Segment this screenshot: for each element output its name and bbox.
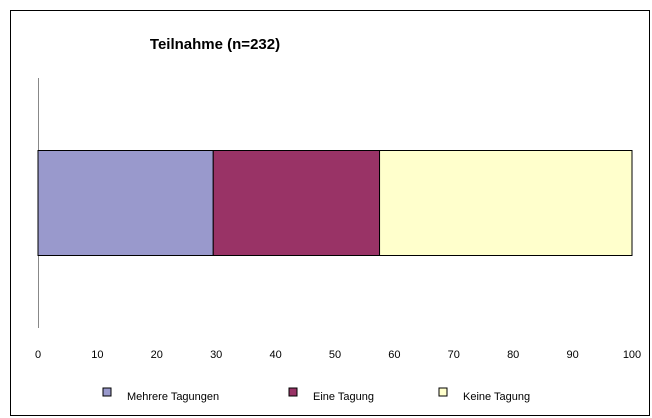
x-tick-label: 50 xyxy=(329,349,341,361)
x-tick-label: 90 xyxy=(566,349,578,361)
legend-label: Keine Tagung xyxy=(463,391,530,403)
x-tick-label: 60 xyxy=(388,349,400,361)
x-tick-label: 40 xyxy=(269,349,281,361)
bar-segment xyxy=(37,150,214,256)
legend-label: Mehrere Tagungen xyxy=(127,391,219,403)
legend-swatch xyxy=(288,387,298,397)
x-tick-label: 20 xyxy=(151,349,163,361)
x-tick-label: 10 xyxy=(91,349,103,361)
chart-title: Teilnahme (n=232) xyxy=(150,36,280,53)
legend-swatch xyxy=(102,387,112,397)
bar-segment xyxy=(379,150,633,256)
x-tick-label: 30 xyxy=(210,349,222,361)
legend-label: Eine Tagung xyxy=(313,391,374,403)
x-tick-label: 80 xyxy=(507,349,519,361)
bar-segment xyxy=(212,150,381,256)
x-tick-label: 100 xyxy=(623,349,641,361)
legend-swatch xyxy=(438,387,448,397)
x-tick-label: 70 xyxy=(448,349,460,361)
x-tick-label: 0 xyxy=(35,349,41,361)
